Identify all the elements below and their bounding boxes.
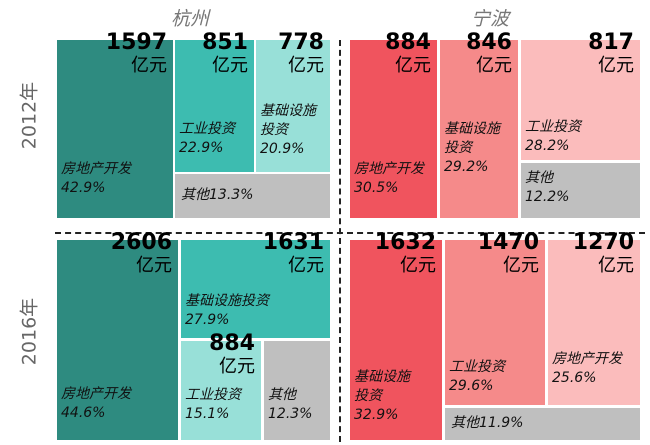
treemap-cell: 其他13.3%	[175, 174, 330, 218]
cell-label: 其他13.3%	[181, 186, 331, 205]
unit-label: 亿元	[395, 55, 431, 76]
treemap-cell: 其他 12.2%	[521, 163, 640, 218]
value-label: 778	[278, 30, 324, 55]
cell-label: 房地产开发 44.6%	[61, 385, 171, 423]
cell-label: 基础设施投资 29.2%	[444, 120, 506, 177]
column-title: 杭州	[170, 8, 209, 30]
cell-label: 其他 12.3%	[268, 386, 328, 424]
unit-label: 亿元	[136, 255, 172, 276]
treemap-cell: 工业投资 28.2%	[521, 40, 640, 160]
value-label: 884	[209, 331, 255, 356]
share-label: 29.2%	[444, 159, 489, 175]
share-label: 12.2%	[525, 189, 570, 205]
share-label: 11.9%	[479, 415, 524, 431]
category-name: 房地产开发	[552, 351, 622, 367]
unit-label: 亿元	[212, 55, 248, 76]
category-name: 基础设施投资	[444, 121, 500, 156]
row-title: 2012年	[18, 81, 41, 150]
category-name: 工业投资	[185, 387, 241, 403]
share-label: 13.3%	[209, 187, 254, 203]
cell-label: 房地产开发 25.6%	[552, 350, 642, 388]
share-label: 22.9%	[179, 140, 224, 156]
category-name: 房地产开发	[354, 161, 424, 177]
unit-label: 亿元	[219, 356, 255, 377]
unit-label: 亿元	[400, 255, 436, 276]
cell-label: 工业投资 28.2%	[525, 118, 635, 156]
cell-label: 房地产开发 42.9%	[61, 160, 171, 198]
unit-label: 亿元	[598, 55, 634, 76]
cell-label: 工业投资 22.9%	[179, 120, 254, 158]
category-name: 房地产开发	[61, 386, 131, 402]
treemap-cell: 工业投资 22.9%	[175, 40, 254, 172]
unit-label: 亿元	[598, 255, 634, 276]
value-label: 851	[202, 30, 248, 55]
category-name: 其他	[451, 415, 479, 431]
unit-label: 亿元	[476, 55, 512, 76]
cell-label: 工业投资 15.1%	[185, 386, 263, 424]
category-name: 工业投资	[179, 121, 235, 137]
unit-label: 亿元	[288, 255, 324, 276]
category-name: 基础设施投资	[260, 103, 316, 138]
cell-label: 工业投资 29.6%	[449, 358, 539, 396]
value-label: 1632	[374, 230, 436, 255]
value-label: 1597	[105, 30, 167, 55]
divider	[339, 40, 341, 442]
category-name: 其他	[525, 170, 553, 186]
divider	[55, 232, 645, 234]
treemap-cell: 工业投资 15.1%	[181, 341, 261, 440]
cell-label: 房地产开发 30.5%	[354, 160, 439, 198]
treemap-cell: 其他 12.3%	[264, 341, 330, 440]
column-title: 宁波	[470, 8, 509, 30]
cell-label: 基础设施投资 20.9%	[260, 102, 322, 159]
value-label: 1631	[262, 230, 324, 255]
treemap-cell: 房地产开发 30.5%	[350, 40, 437, 218]
treemap-cell: 基础设施投资 20.9%	[256, 40, 330, 172]
treemap-cell: 基础设施投资 29.2%	[440, 40, 518, 218]
cell-label: 其他11.9%	[451, 414, 631, 433]
category-name: 其他	[268, 387, 296, 403]
value-label: 884	[385, 30, 431, 55]
cell-label: 基础设施投资 32.9%	[354, 368, 416, 425]
share-label: 15.1%	[185, 406, 230, 422]
share-label: 25.6%	[552, 370, 597, 386]
share-label: 28.2%	[525, 138, 570, 154]
share-label: 27.9%	[185, 312, 230, 328]
treemap-cell: 工业投资 29.6%	[445, 240, 545, 405]
share-label: 42.9%	[61, 180, 106, 196]
treemap-cell: 房地产开发 25.6%	[548, 240, 640, 405]
category-name: 工业投资	[525, 119, 581, 135]
share-label: 29.6%	[449, 378, 494, 394]
share-label: 12.3%	[268, 406, 313, 422]
category-name: 工业投资	[449, 359, 505, 375]
share-label: 32.9%	[354, 407, 399, 423]
unit-label: 亿元	[131, 55, 167, 76]
unit-label: 亿元	[503, 255, 539, 276]
cell-label: 基础设施投资 27.9%	[185, 292, 325, 330]
unit-label: 亿元	[288, 55, 324, 76]
value-label: 1470	[477, 230, 539, 255]
category-name: 基础设施投资	[354, 369, 410, 404]
treemap-cell: 房地产开发 42.9%	[57, 40, 173, 218]
cell-label: 其他 12.2%	[525, 169, 585, 207]
treemap-cell: 其他11.9%	[445, 408, 640, 440]
row-title: 2016年	[18, 297, 41, 366]
treemap-cell: 基础设施投资 27.9%	[181, 240, 330, 338]
share-label: 30.5%	[354, 180, 399, 196]
value-label: 817	[588, 30, 634, 55]
category-name: 房地产开发	[61, 161, 131, 177]
value-label: 1270	[572, 230, 634, 255]
share-label: 20.9%	[260, 141, 305, 157]
treemap-cell: 基础设施投资 32.9%	[350, 240, 442, 440]
value-label: 2606	[110, 230, 172, 255]
category-name: 基础设施投资	[185, 293, 269, 309]
share-label: 44.6%	[61, 405, 106, 421]
value-label: 846	[466, 30, 512, 55]
treemap-cell: 房地产开发 44.6%	[57, 240, 178, 440]
category-name: 其他	[181, 187, 209, 203]
